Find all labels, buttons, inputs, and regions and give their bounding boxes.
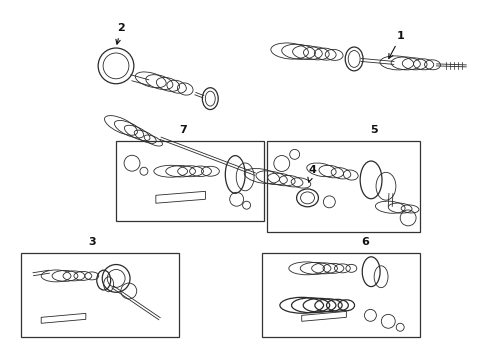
Text: 7: 7 [179, 125, 187, 135]
Bar [262, 253, 420, 337]
Text: 2: 2 [116, 23, 125, 44]
Bar [267, 141, 420, 232]
Text: 5: 5 [370, 125, 378, 135]
Text: 4: 4 [308, 165, 317, 182]
Bar [22, 253, 179, 337]
Bar [116, 141, 265, 221]
Text: 1: 1 [389, 31, 405, 58]
Text: 6: 6 [361, 237, 368, 247]
Text: 3: 3 [89, 237, 96, 247]
